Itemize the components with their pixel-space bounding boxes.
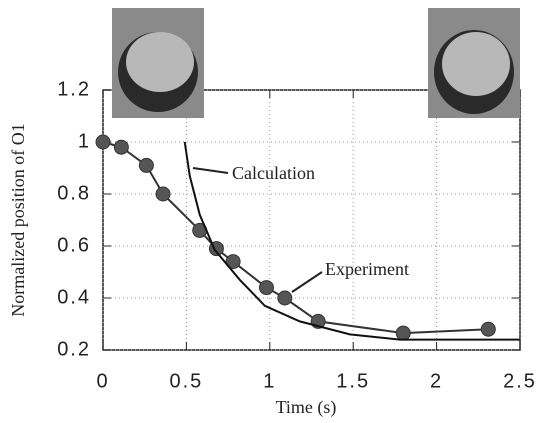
x-tick-label: 0 bbox=[96, 370, 109, 392]
series-label: Experiment bbox=[325, 259, 409, 279]
x-axis-label: Time (s) bbox=[276, 397, 337, 418]
data-point bbox=[155, 186, 171, 202]
x-tick-label: 0.5 bbox=[169, 370, 203, 392]
x-tick-label: 2.5 bbox=[503, 370, 537, 392]
y-tick-label: 0.2 bbox=[57, 338, 91, 360]
photos bbox=[112, 8, 520, 118]
plot-frame bbox=[102, 89, 521, 351]
leader-line bbox=[291, 271, 323, 293]
series-line bbox=[183, 141, 520, 341]
y-tick-label: 0.6 bbox=[57, 234, 91, 256]
x-tick-label: 1.5 bbox=[336, 370, 370, 392]
y-tick-label: 0.8 bbox=[57, 182, 91, 204]
y-tick-label: 1.2 bbox=[57, 78, 91, 100]
data-point bbox=[480, 321, 496, 337]
data-point bbox=[277, 290, 293, 306]
x-tick-label: 2 bbox=[430, 370, 443, 392]
series-label: Calculation bbox=[232, 163, 315, 183]
data-point bbox=[138, 157, 154, 173]
y-tick-label: 0.4 bbox=[57, 286, 91, 308]
y-tick-label: 1 bbox=[78, 130, 91, 152]
data-point bbox=[395, 325, 411, 341]
photo-disc bbox=[442, 32, 510, 96]
data-point bbox=[95, 134, 111, 150]
leader-line bbox=[192, 167, 229, 174]
photo-disc bbox=[126, 32, 194, 92]
y-axis-label: Normalized position of O1 bbox=[8, 123, 28, 316]
data-point bbox=[258, 280, 274, 296]
data-point bbox=[113, 139, 129, 155]
data-point bbox=[225, 254, 241, 270]
x-tick-label: 1 bbox=[263, 370, 276, 392]
